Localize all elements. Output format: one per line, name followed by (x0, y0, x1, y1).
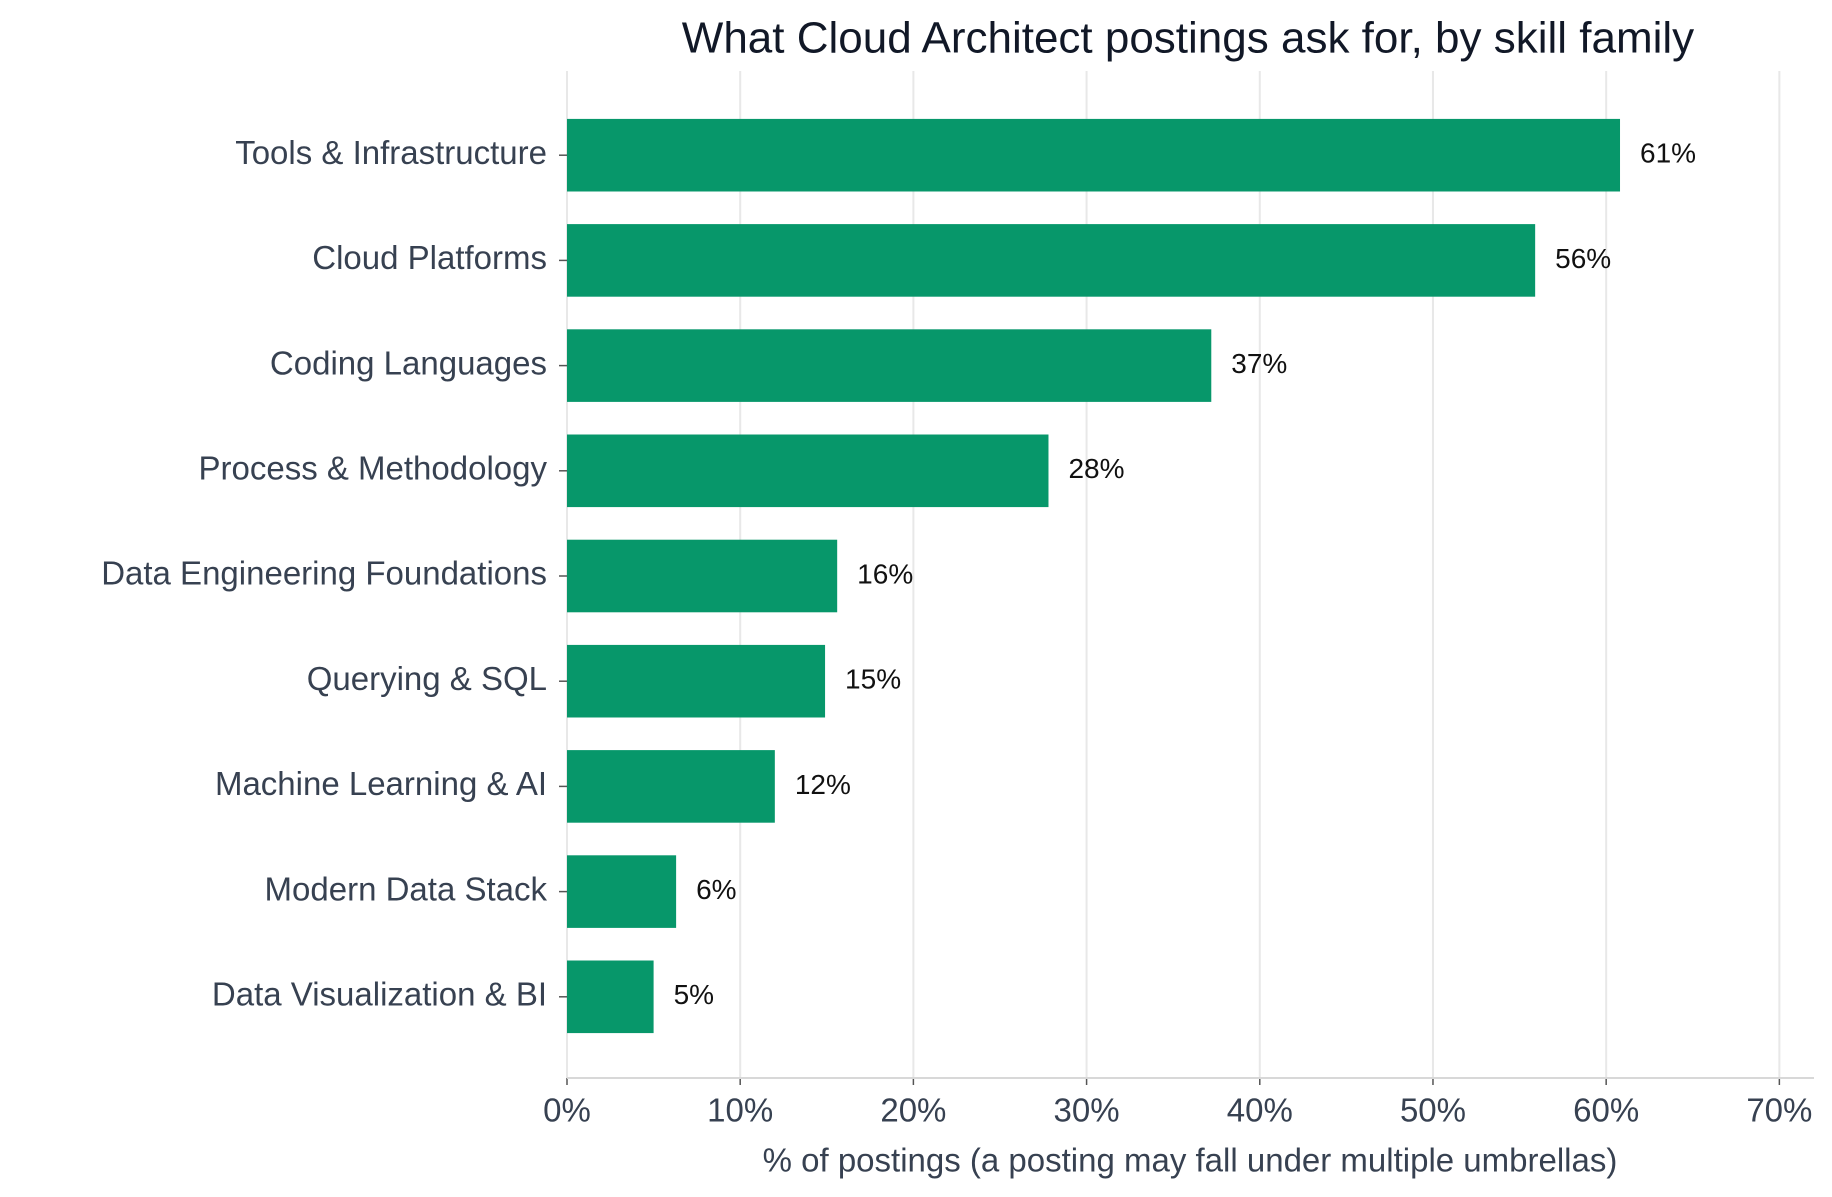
bar (567, 750, 775, 823)
bar (567, 434, 1049, 508)
bar (567, 118, 1621, 192)
x-tick-label: 40% (1227, 1092, 1293, 1129)
value-label: 6% (696, 874, 736, 905)
x-tick-label: 10% (707, 1092, 773, 1129)
value-label: 56% (1555, 243, 1611, 274)
chart-title: What Cloud Architect postings ask for, b… (682, 14, 1694, 63)
bar (567, 539, 838, 613)
y-tick-label: Data Visualization & BI (212, 976, 547, 1013)
bar (567, 960, 654, 1034)
y-tick-label: Querying & SQL (307, 660, 547, 697)
x-tick-label: 50% (1400, 1092, 1466, 1129)
value-label: 15% (845, 664, 901, 695)
y-tick-label: Coding Languages (270, 344, 547, 381)
x-tick-label: 0% (543, 1092, 591, 1129)
value-label: 37% (1231, 348, 1287, 379)
x-axis-label: % of postings (a posting may fall under … (763, 1142, 1618, 1179)
value-label: 5% (674, 979, 714, 1010)
value-label: 28% (1068, 453, 1124, 484)
bar (567, 224, 1536, 297)
value-label: 12% (795, 769, 851, 800)
y-tick-label: Data Engineering Foundations (101, 555, 547, 592)
y-tick-label: Machine Learning & AI (215, 765, 547, 802)
value-label: 16% (857, 558, 913, 589)
y-tick-label: Modern Data Stack (265, 870, 548, 907)
x-tick-label: 30% (1054, 1092, 1120, 1129)
y-tick-label: Process & Methodology (198, 450, 547, 487)
y-tick-label: Cloud Platforms (312, 239, 547, 276)
x-tick-label: 70% (1746, 1092, 1812, 1129)
x-tick-label: 60% (1573, 1092, 1639, 1129)
bar (567, 855, 677, 928)
value-label: 61% (1640, 138, 1696, 169)
x-tick-label: 20% (880, 1092, 946, 1129)
y-tick-label: Tools & Infrastructure (235, 134, 547, 171)
bar (567, 644, 826, 718)
bar (567, 329, 1212, 402)
